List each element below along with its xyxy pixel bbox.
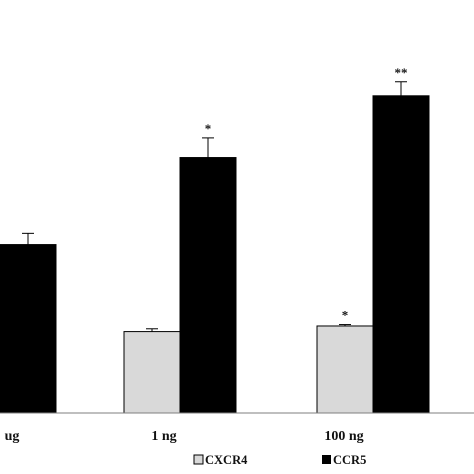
significance-layer: **** (205, 65, 408, 323)
x-tick-labels: ug 1 ng 100 ng (5, 429, 364, 444)
bar-ccr5-0 (0, 244, 57, 414)
legend-label-ccr5: CCR5 (333, 453, 366, 467)
legend: CXCR4 CCR5 (193, 453, 366, 467)
bar-cxcr4-2 (316, 325, 374, 414)
bar-cxcr4-1 (123, 331, 181, 414)
bars-layer (0, 95, 430, 414)
legend-swatch-ccr5 (322, 455, 331, 464)
significance-ccr5-1: * (205, 121, 212, 136)
x-tick-label-1ng: 1 ng (151, 429, 176, 444)
x-tick-label-100ng: 100 ng (324, 429, 363, 444)
significance-ccr5-2: ** (395, 65, 408, 80)
error-bars-layer (22, 81, 407, 332)
bar-ccr5-2 (372, 95, 430, 414)
bar-ccr5-1 (179, 157, 237, 414)
legend-label-cxcr4: CXCR4 (205, 453, 248, 467)
legend-swatch-cxcr4 (193, 454, 204, 465)
x-tick-label-ug: ug (5, 429, 20, 444)
significance-cxcr4-2: * (342, 308, 349, 323)
